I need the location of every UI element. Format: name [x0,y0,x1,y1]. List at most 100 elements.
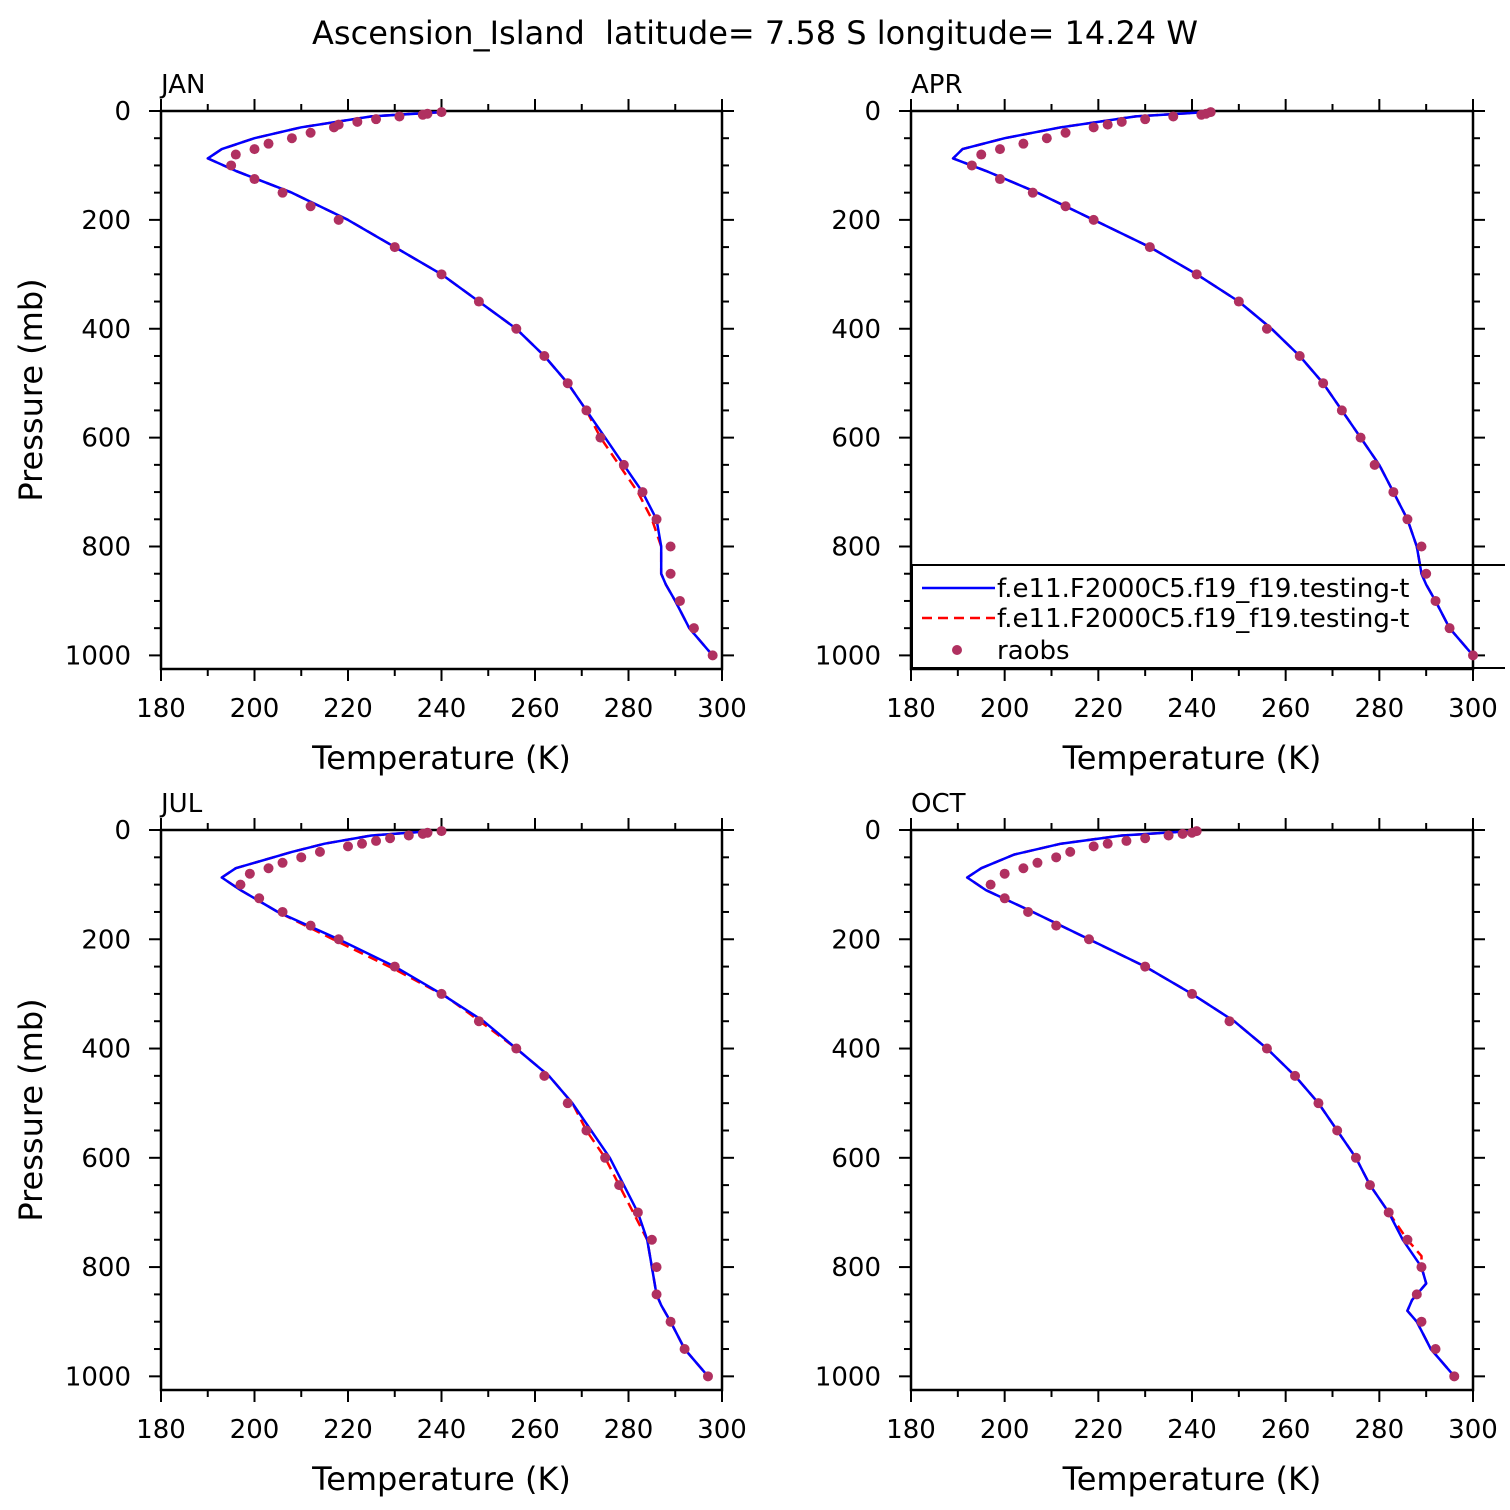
raobs-point [244,868,255,879]
raobs-point [539,1070,550,1081]
raobs-point [646,1234,657,1245]
raobs-point [1290,1070,1301,1081]
x-tick-label: 260 [510,1415,560,1445]
raobs-point [1102,119,1113,130]
raobs-point [473,296,484,307]
raobs-point [1388,487,1399,498]
raobs-point [277,857,288,868]
series-line-solid [220,830,709,1378]
raobs-point [394,111,405,122]
x-tick-label: 200 [230,1415,280,1445]
raobs-point [688,623,699,634]
raobs-point [343,841,353,852]
raobs-point [235,879,246,890]
y-tick-label: 600 [81,1144,131,1174]
raobs-point [511,1043,522,1054]
y-tick-label: 600 [81,424,131,454]
raobs-point [1449,1371,1460,1382]
raobs-point [403,830,414,841]
legend: f.e11.F2000C5.f19_f19.testing-tf.e11.F20… [911,564,1505,669]
raobs-point [1383,1207,1394,1218]
raobs-point [539,350,550,361]
raobs-point [305,127,316,138]
raobs-point [286,133,297,144]
raobs-point [352,116,363,127]
raobs-point [389,961,400,972]
series-line-solid [965,830,1456,1378]
x-tick-label: 240 [1167,1415,1217,1445]
y-tick-label: 600 [831,424,881,454]
raobs-point [1364,1180,1375,1191]
raobs-point [562,1098,573,1109]
raobs-point [976,149,987,160]
raobs-point [1121,835,1132,846]
raobs-point [1023,906,1034,917]
raobs-point [994,144,1005,155]
chart-panel-apr: 180 200 220 240 260 280 300 0 200 400 600 800 1000 Te… [815,70,1505,777]
plot-frame [159,828,724,1392]
x-tick-label: 280 [1355,1415,1405,1445]
raobs-point [371,835,382,846]
raobs-point [371,114,382,125]
raobs-point [614,1180,625,1191]
raobs-point [436,107,447,118]
raobs-point [389,242,400,253]
y-tick-label: 0 [114,816,131,846]
y-tick-label: 200 [831,206,881,236]
raobs-point [1060,201,1071,212]
series-line-dashed [220,830,709,1378]
raobs-point [1369,459,1380,470]
raobs-point [618,459,629,470]
x-tick-label: 180 [886,1415,936,1445]
y-tick-label: 1000 [65,641,131,671]
legend-swatch-marker [952,645,962,655]
series-line-solid [951,111,1473,657]
raobs-point [511,323,522,334]
x-tick-label: 240 [417,1415,467,1445]
raobs-point [581,1125,592,1136]
series-line-dashed [965,830,1456,1378]
raobs-point [665,568,676,579]
x-tick-label: 220 [323,694,373,724]
raobs-point [436,826,447,837]
raobs-point [1191,269,1202,280]
chart-panel-oct: 180 200 220 240 260 280 300 0 200 400 600 800 1000 Te… [815,789,1498,1498]
raobs-point [562,378,573,389]
raobs-point [1041,133,1052,144]
x-tick-label: 260 [1261,694,1311,724]
raobs-point [1060,127,1071,138]
raobs-point [1430,1344,1441,1355]
y-tick-label: 200 [831,925,881,955]
x-tick-label: 280 [1355,694,1405,724]
plot-frame [159,109,724,671]
y-tick-label: 200 [81,206,131,236]
legend-label: f.e11.F2000C5.f19_f19.testing-t [997,604,1409,634]
raobs-point [417,828,428,839]
raobs-point [254,893,265,904]
plot-area [951,111,1473,657]
raobs-point [1196,109,1207,120]
raobs-point [473,1016,484,1027]
raobs-point [296,852,307,863]
raobs-point [1088,214,1099,225]
raobs-point [249,144,260,155]
raobs-point [1018,863,1029,874]
plot-frame [909,828,1475,1392]
panel-label: JAN [159,70,205,100]
raobs-point [1168,111,1179,122]
raobs-point [665,541,676,552]
y-tick-label: 400 [81,1035,131,1065]
y-tick-label: 800 [831,533,881,563]
raobs-point [230,149,241,160]
raobs-point [1032,857,1043,868]
x-axis-label: Temperature (K) [1062,739,1322,777]
raobs-point [1065,846,1076,857]
series-line-solid [206,111,714,657]
raobs-point [263,138,274,149]
raobs-point [632,1207,643,1218]
raobs-point [333,934,344,945]
raobs-point [1140,114,1151,125]
raobs-point [1468,650,1478,661]
raobs-point [651,1289,662,1300]
raobs-point [1430,595,1441,606]
